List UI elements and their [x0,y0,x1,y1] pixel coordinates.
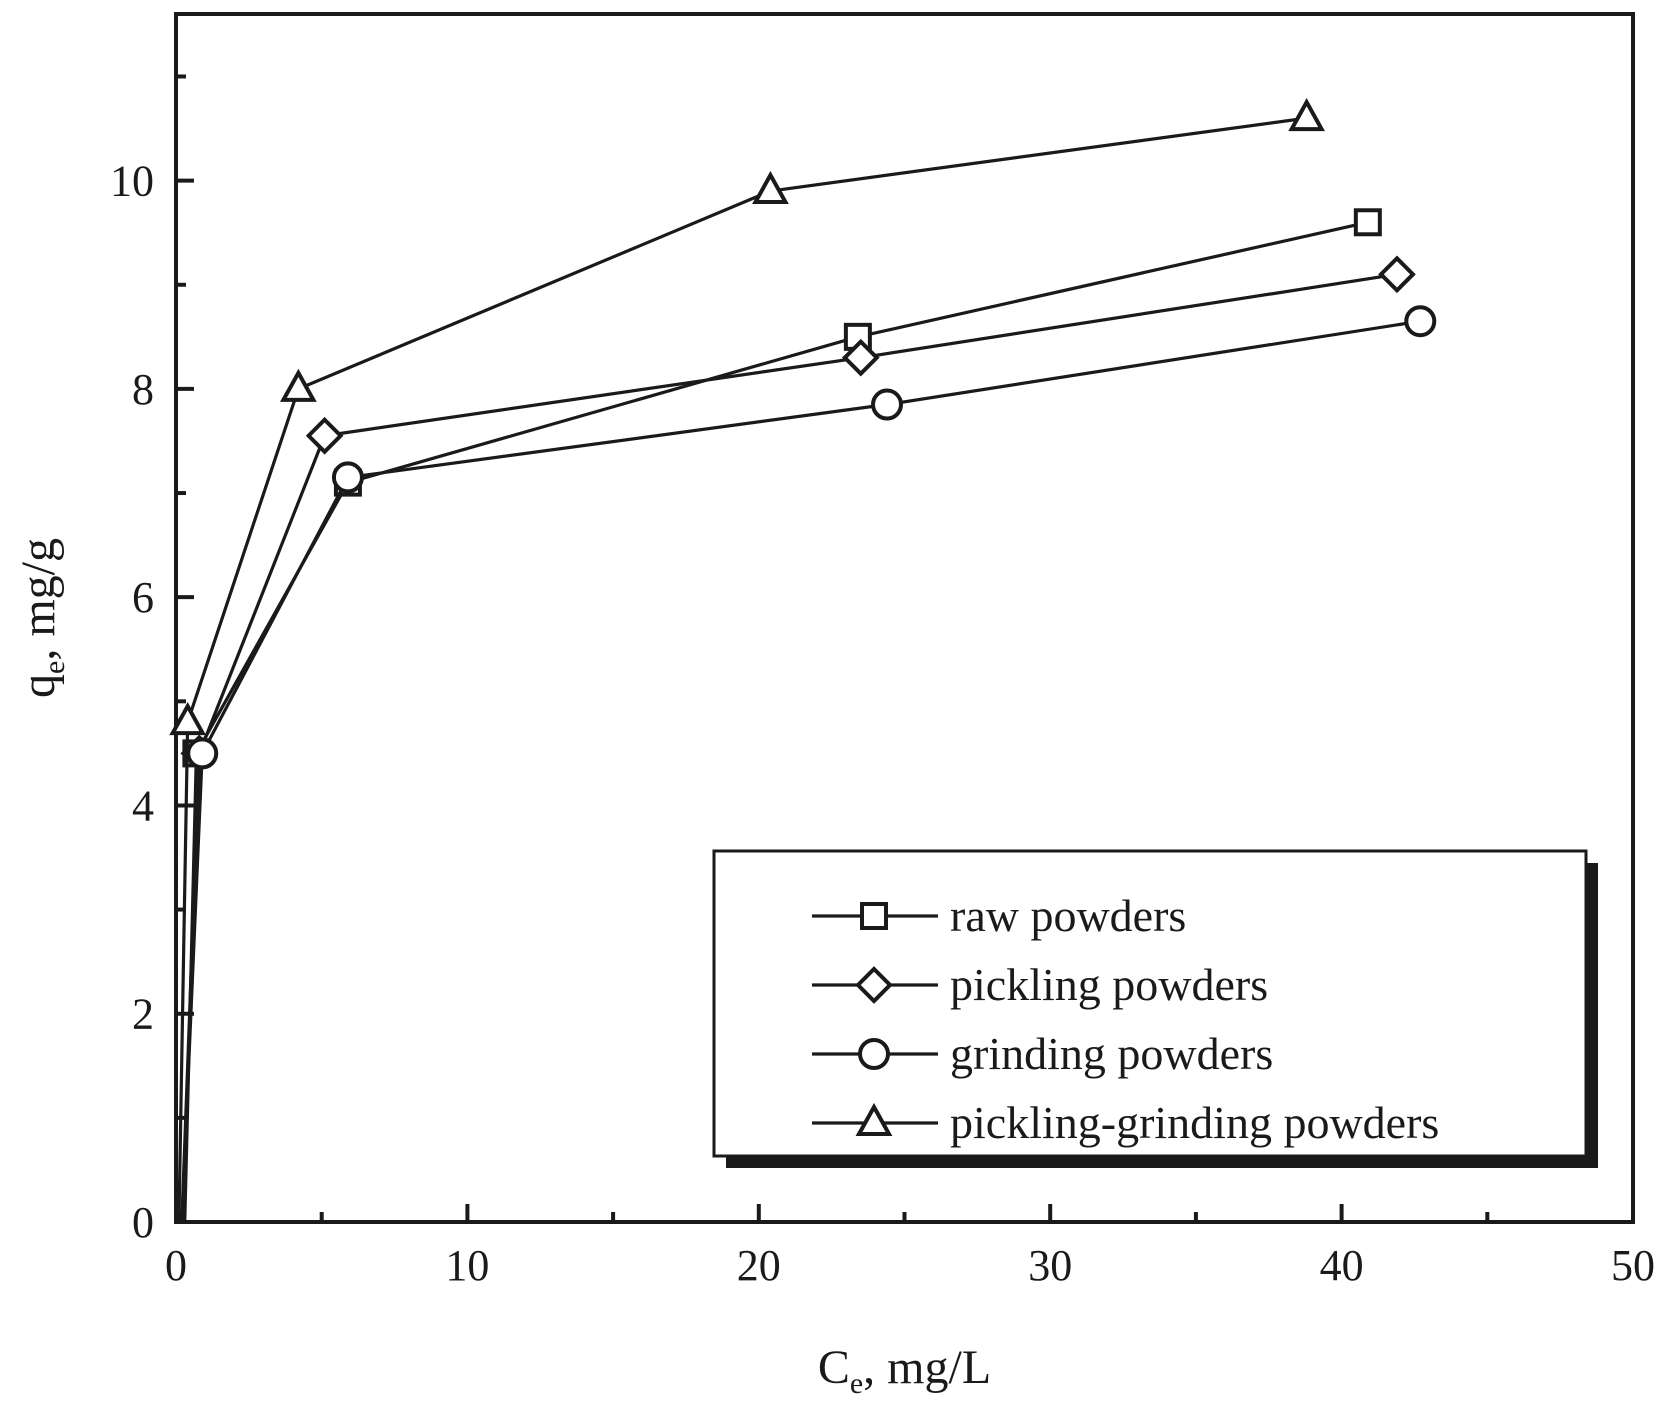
data-point-circle [331,461,364,494]
legend-label: raw powders [950,890,1186,941]
data-point-square [1353,208,1382,237]
series-circle [180,305,1437,1223]
legend: raw powders pickling powders grinding powd… [712,849,1598,1168]
x-tick-label: 50 [1611,1241,1655,1290]
axes: 0 10 20 30 40 50 0 2 4 6 8 10 Ce, mg/L qe, mg/g [12,12,1655,1400]
data-point-circle [1404,305,1437,338]
legend-marker-square [860,902,888,930]
legend-marker-diamond [855,966,893,1004]
legend-label: pickling powders [950,959,1268,1010]
data-point-diamond [841,338,880,377]
x-tick-label: 40 [1320,1241,1364,1290]
x-tick-label: 10 [445,1241,489,1290]
data-point-triangle [752,170,789,205]
legend-label: pickling-grinding powders [950,1097,1439,1148]
legend-marker-triangle [855,1102,893,1136]
data-point-circle [186,737,219,770]
legend-label: grinding powders [950,1028,1273,1079]
x-tick-label: 0 [165,1241,187,1290]
x-tick-label: 30 [1028,1241,1072,1290]
y-tick-label: 8 [132,365,154,414]
data-point-diamond [305,416,344,455]
y-axis-title: qe, mg/g [12,538,71,698]
x-axis-title: Ce, mg/L [818,1341,991,1400]
data-point-triangle [1288,98,1326,132]
series-triangle [169,98,1326,1223]
y-tick-label: 6 [132,573,154,622]
data-point-circle [871,388,904,421]
y-tick-label: 2 [132,990,154,1039]
y-tick-label: 0 [132,1198,154,1247]
y-tick-label: 4 [132,781,154,830]
y-tick-label: 10 [110,157,154,206]
data-point-triangle [169,702,207,736]
legend-marker-circle [858,1038,890,1070]
data-point-triangle [279,368,317,402]
data-point-diamond [1378,255,1416,294]
series-layer [169,98,1437,1223]
legend-box [712,849,1588,1158]
x-tick-label: 20 [737,1241,781,1290]
